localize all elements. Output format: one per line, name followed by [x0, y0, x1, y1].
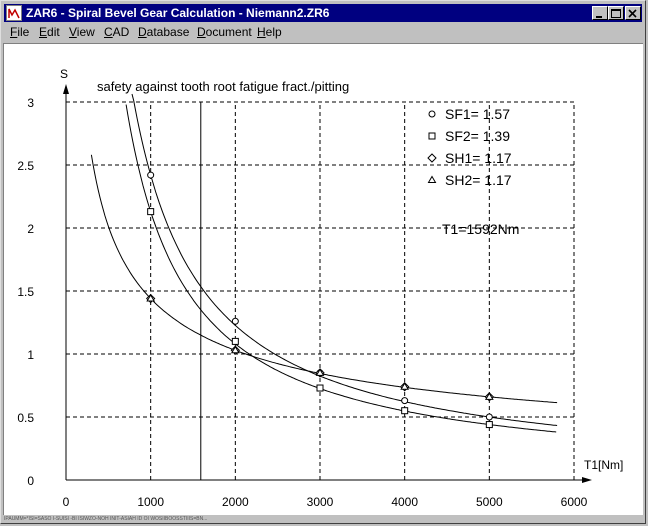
x-tick-label: 6000 [561, 495, 588, 509]
menu-cad[interactable]: CAD [104, 25, 130, 39]
maximize-button[interactable] [608, 6, 624, 20]
chart-legend: SF1= 1.57 SF2= 1.39 SH1= 1.17 SH2= 1.17 [427, 106, 512, 188]
x-axis-arrow [582, 477, 592, 483]
close-button[interactable] [625, 6, 641, 20]
title-bar[interactable]: ZAR6 - Spiral Bevel Gear Calculation - N… [4, 4, 642, 22]
y-tick-label: 1 [27, 348, 34, 362]
menu-document[interactable]: Document [197, 25, 252, 39]
status-bar: IPAUMM=*ISI=SASO I-SUISI -BI ISIWZO-NOH … [4, 516, 208, 522]
data-point-triangle [400, 382, 410, 390]
chart-curves [90, 93, 558, 433]
chart-title: safety against tooth root fatigue fract.… [97, 79, 349, 94]
data-point-triangle [484, 392, 494, 400]
y-tick-label: 3 [27, 96, 34, 110]
legend-entry: SF1= 1.57 [445, 106, 510, 122]
menu-help[interactable]: Help [257, 25, 282, 39]
menu-database[interactable]: Database [138, 25, 190, 39]
data-point-square [147, 208, 155, 216]
y-tick-label: 0.5 [17, 411, 34, 425]
legend-entry: SH2= 1.17 [445, 172, 512, 188]
minimize-icon [596, 16, 602, 18]
data-point-circle [485, 413, 493, 421]
window-title: ZAR6 - Spiral Bevel Gear Calculation - N… [26, 6, 330, 20]
chart-axes [63, 84, 592, 483]
data-point-square [401, 407, 409, 415]
x-tick-label: 2000 [222, 495, 249, 509]
y-tick-label: 1.5 [17, 285, 34, 299]
chart-markers [145, 171, 495, 429]
y-axis-label: S [60, 67, 68, 81]
x-axis-label: T1[Nm] [584, 458, 623, 472]
y-tick-label: 0 [27, 474, 34, 488]
chart-tick-labels: 0 1000 2000 3000 4000 5000 6000 0 0.5 1 1.5 2 2.5 3 [17, 96, 587, 509]
x-tick-label: 5000 [476, 495, 503, 509]
data-point-triangle [230, 345, 240, 354]
chart-area: 0 1000 2000 3000 4000 5000 6000 0 0.5 1 1.5 2 2.5 3 S… [3, 43, 643, 515]
data-point-square [485, 421, 493, 429]
y-tick-label: 2 [27, 222, 34, 236]
legend-entry: SH1= 1.17 [445, 150, 512, 166]
data-point-diamond [427, 153, 437, 163]
x-tick-label: 4000 [391, 495, 418, 509]
data-point-square [231, 337, 239, 345]
safety-chart: 0 1000 2000 3000 4000 5000 6000 0 0.5 1 1.5 2 2.5 3 S… [17, 67, 623, 509]
data-point-circle [401, 397, 409, 405]
menu-edit[interactable]: Edit [39, 25, 60, 39]
data-point-triangle [427, 175, 437, 183]
y-tick-label: 2.5 [17, 159, 34, 173]
minimize-button[interactable] [592, 6, 608, 20]
torque-annotation: T1=1592Nm [442, 221, 519, 237]
x-tick-label: 0 [63, 495, 70, 509]
data-point-square [316, 384, 324, 392]
menu-view[interactable]: View [69, 25, 95, 39]
y-axis-arrow [63, 84, 69, 94]
data-point-circle [231, 317, 239, 325]
legend-entry: SF2= 1.39 [445, 128, 510, 144]
close-icon [628, 9, 637, 18]
data-point-circle [428, 110, 436, 118]
series-line [90, 154, 558, 404]
zar6-app-icon[interactable] [6, 5, 22, 21]
data-point-triangle [315, 368, 325, 376]
data-point-square [428, 132, 436, 140]
menu-file[interactable]: File [10, 25, 30, 39]
menu-bar: File Edit View CAD Database Document Hel… [4, 23, 642, 42]
series-line [125, 104, 557, 433]
maximize-icon [611, 9, 621, 18]
data-point-circle [147, 171, 155, 179]
x-tick-label: 1000 [137, 495, 164, 509]
x-tick-label: 3000 [307, 495, 334, 509]
data-point-triangle [146, 294, 156, 302]
